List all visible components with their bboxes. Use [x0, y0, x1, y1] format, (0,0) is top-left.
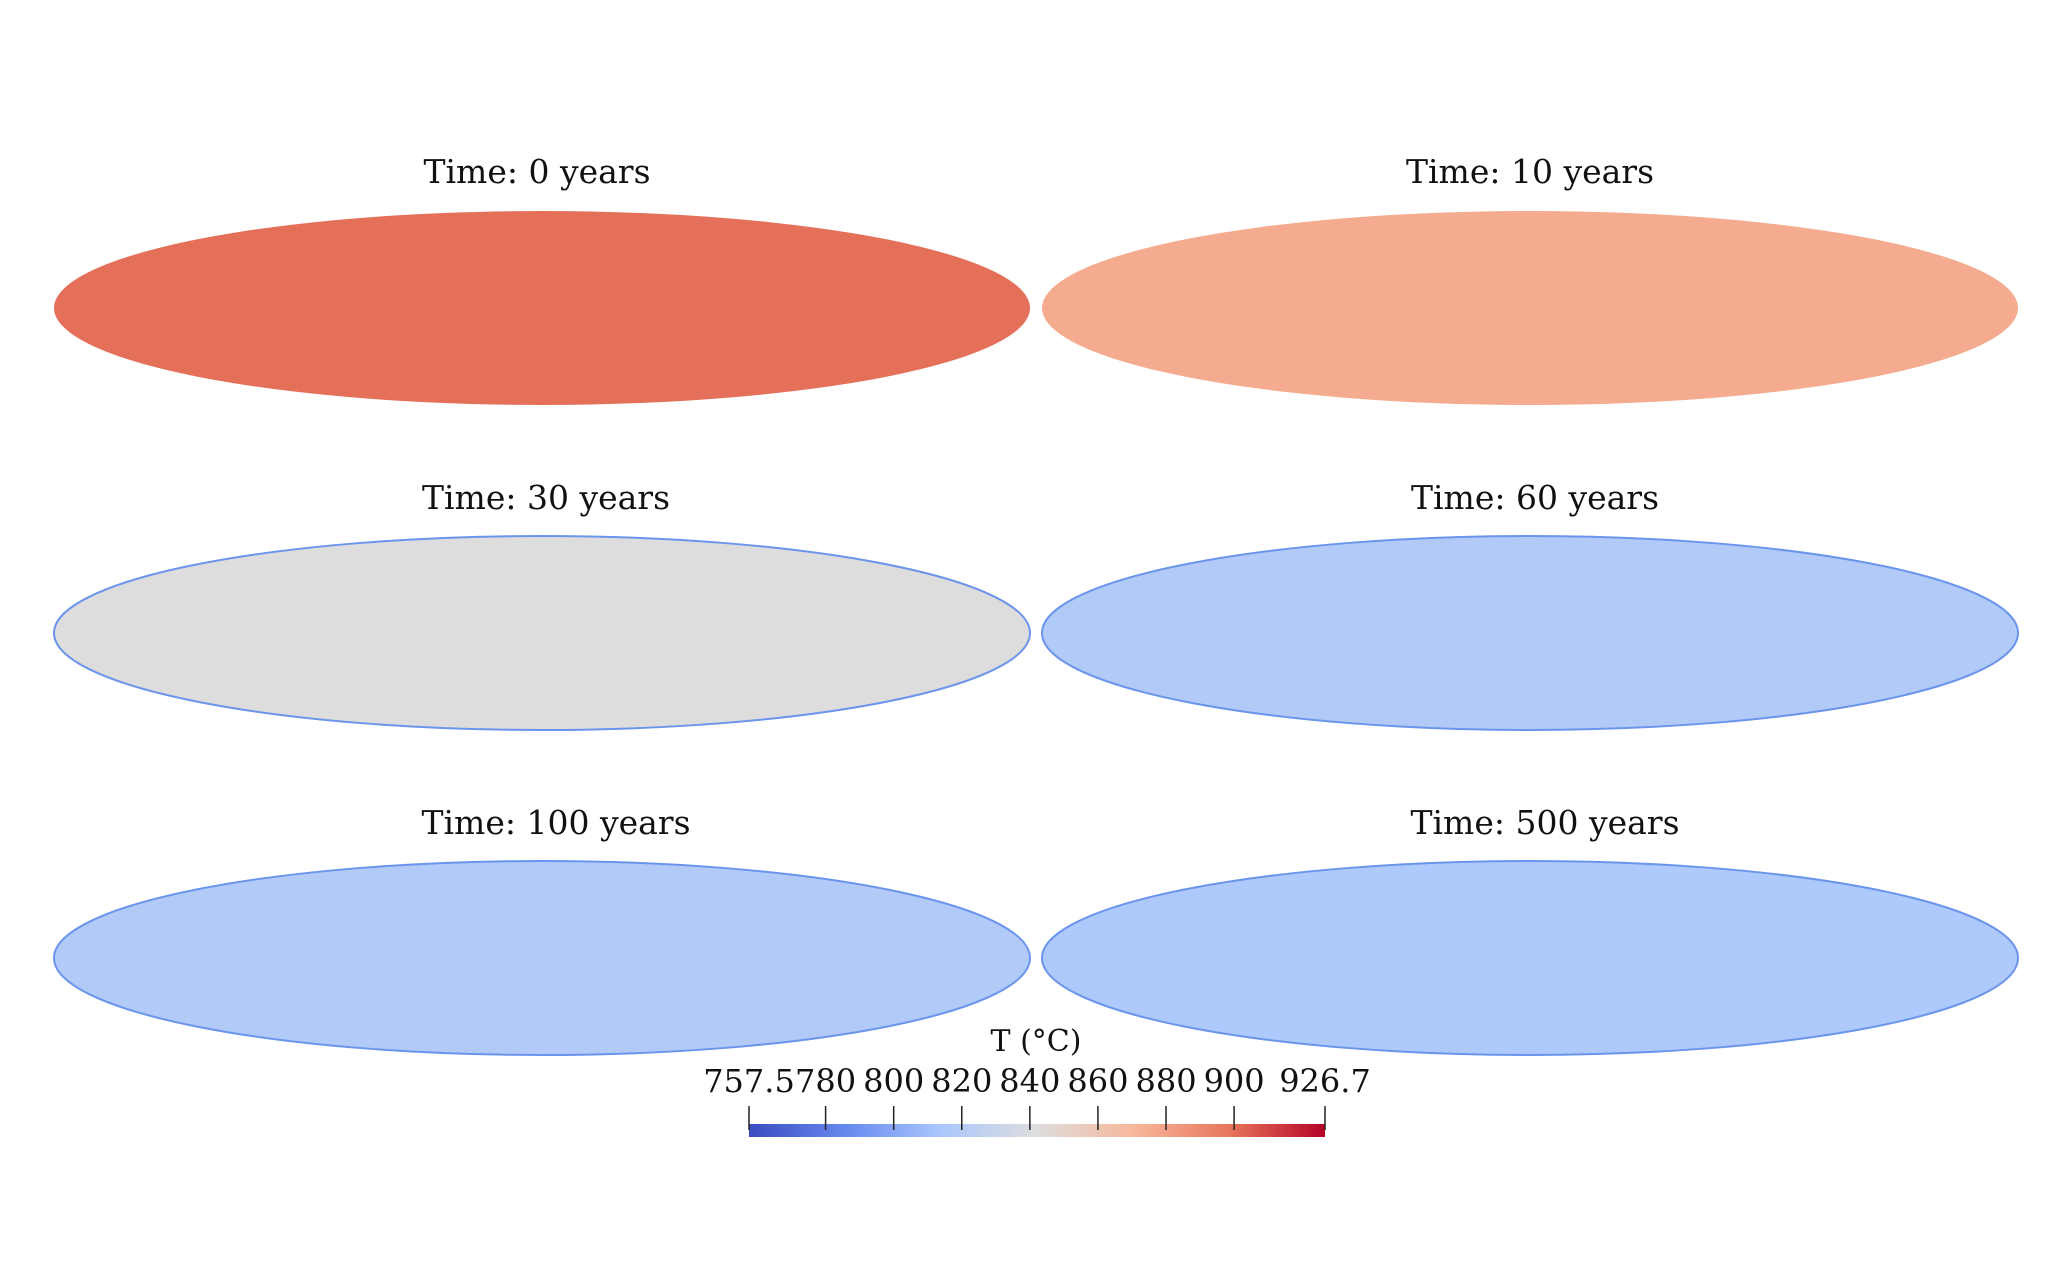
panel-time-0: Time: 0 years [54, 152, 1030, 405]
colorbar-tick-label: 900 [1204, 1062, 1265, 1100]
temperature-field-ellipse [53, 860, 1031, 1056]
temperature-field-ellipse [1041, 860, 2019, 1056]
panel-time-500: Time: 500 years [1041, 803, 2019, 1056]
panel-title: Time: 100 years [421, 803, 690, 842]
panel-title: Time: 0 years [423, 152, 650, 191]
panel-title: Time: 10 years [1406, 152, 1654, 191]
colorbar-tick-label: 880 [1135, 1062, 1196, 1100]
panel-title: Time: 500 years [1410, 803, 1679, 842]
panel-title: Time: 60 years [1411, 478, 1659, 517]
temperature-field-ellipse [53, 535, 1031, 731]
colorbar-gradient [749, 1124, 1325, 1137]
colorbar-tick-label: 860 [1067, 1062, 1128, 1100]
temperature-field-ellipse [1041, 535, 2019, 731]
colorbar-tick-label: 926.7 [1279, 1062, 1371, 1100]
panel-time-30: Time: 30 years [53, 478, 1031, 731]
colorbar-tick-labels: 757.5 780 800 820 840 860 880 900 926.7 [703, 1062, 1371, 1100]
panel-time-100: Time: 100 years [53, 803, 1031, 1056]
temperature-field-ellipse [1042, 211, 2018, 405]
colorbar-title: T (°C) [991, 1024, 1082, 1059]
colorbar: T (°C) 757.5 780 800 820 840 860 880 900 926.7 [703, 1024, 1371, 1137]
panel-title: Time: 30 years [422, 478, 670, 517]
colorbar-tick-label: 800 [863, 1062, 924, 1100]
colorbar-tick-label: 757.5 [703, 1062, 795, 1100]
colorbar-tick-label: 780 [795, 1062, 856, 1100]
colorbar-tick-label: 820 [931, 1062, 992, 1100]
panel-time-60: Time: 60 years [1041, 478, 2019, 731]
panel-time-10: Time: 10 years [1042, 152, 2018, 405]
temperature-field-ellipse [54, 211, 1030, 405]
colorbar-tick-label: 840 [999, 1062, 1060, 1100]
colorbar-ticks [748, 1106, 1326, 1130]
